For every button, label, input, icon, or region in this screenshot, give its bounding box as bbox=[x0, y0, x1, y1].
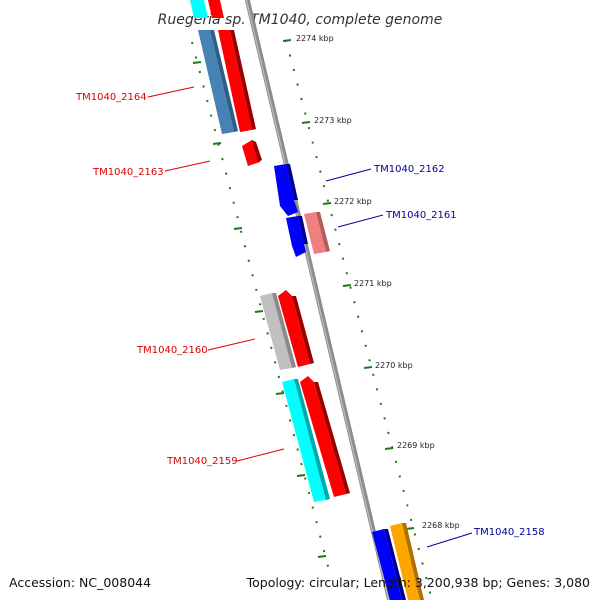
accession-text: Accession: NC_008044 bbox=[9, 575, 151, 590]
gene-label-2159[interactable]: TM1040_2159 bbox=[166, 456, 238, 467]
forward-gene-2159-shadow bbox=[314, 382, 350, 494]
gene-block-2164[interactable] bbox=[190, 0, 256, 134]
tick-label: 2271 kbp bbox=[354, 279, 392, 288]
major-tick bbox=[301, 121, 311, 124]
scale-track bbox=[191, 39, 433, 600]
leader-2160 bbox=[207, 338, 256, 351]
reverse-gene-2162[interactable] bbox=[274, 164, 298, 216]
reverse-gene-2158[interactable] bbox=[372, 529, 402, 600]
major-tick-inner bbox=[212, 142, 222, 145]
cog-feature-cyan bbox=[282, 379, 326, 502]
major-tick bbox=[384, 447, 394, 450]
tick-label: 2273 kbp bbox=[314, 116, 352, 125]
forward-gene-shadow bbox=[230, 30, 256, 130]
outer-tick-track bbox=[285, 39, 433, 600]
cog-feature-orange bbox=[390, 523, 420, 600]
gene-label-2164[interactable]: TM1040_2164 bbox=[75, 92, 147, 103]
forward-gene-red-top bbox=[208, 0, 224, 18]
reverse-gene-2158-shadow bbox=[384, 529, 406, 600]
major-tick bbox=[363, 366, 373, 369]
forward-gene-2160[interactable] bbox=[278, 290, 310, 367]
leader-2164 bbox=[147, 86, 195, 98]
tick-label: 2270 kbp bbox=[375, 361, 413, 370]
cog-feature-salmon-shadow bbox=[316, 212, 330, 252]
tick-labels: 2274 kbp 2273 kbp 2272 kbp 2271 kbp 2270… bbox=[296, 34, 460, 530]
gene-label-2158[interactable]: TM1040_2158 bbox=[473, 527, 545, 538]
tick-label: 2268 kbp bbox=[422, 521, 460, 530]
cog-feature-shadow bbox=[210, 30, 238, 132]
cog-feature-orange-shadow bbox=[402, 523, 424, 600]
major-ticks bbox=[192, 39, 415, 558]
gene-label-2163[interactable]: TM1040_2163 bbox=[92, 167, 164, 178]
major-tick-inner bbox=[192, 61, 202, 64]
gene-features bbox=[190, 0, 424, 600]
gene-label-2161[interactable]: TM1040_2161 bbox=[385, 210, 457, 221]
major-tick bbox=[322, 202, 332, 205]
inner-tick-track bbox=[191, 41, 331, 575]
gene-labels: TM1040_2164 TM1040_2163 TM1040_2162 TM10… bbox=[75, 92, 545, 538]
tick-label: 2269 kbp bbox=[397, 441, 435, 450]
major-tick-inner bbox=[254, 310, 264, 313]
forward-gene-2159[interactable] bbox=[300, 376, 346, 497]
major-tick-inner bbox=[317, 555, 327, 558]
cog-feature-salmon bbox=[304, 212, 326, 254]
forward-gene-red bbox=[218, 30, 252, 132]
leader-2162 bbox=[325, 168, 372, 182]
major-tick-inner bbox=[275, 392, 285, 395]
forward-gene-2160-shadow bbox=[292, 296, 314, 364]
leader-2158 bbox=[426, 532, 473, 548]
map-title: Ruegeria sp. TM1040, complete genome bbox=[158, 12, 443, 28]
leader-2163 bbox=[164, 160, 211, 172]
cog-feature-steelblue bbox=[198, 30, 234, 134]
reverse-gene-2162-shadow bbox=[286, 164, 298, 200]
cog-feature-silver-shadow bbox=[272, 293, 296, 368]
reverse-gene-2161-shadow bbox=[298, 216, 308, 244]
cog-feature-silver bbox=[260, 293, 292, 370]
major-tick bbox=[342, 284, 352, 287]
leader-2159 bbox=[236, 448, 285, 462]
major-tick bbox=[282, 39, 292, 42]
topology-text: Topology: circular; Length: 3,200,938 bp… bbox=[246, 575, 590, 590]
forward-gene-2163-shadow bbox=[252, 140, 262, 162]
genome-backbone bbox=[244, 0, 393, 600]
cog-feature-cyan-top bbox=[190, 0, 208, 18]
leader-2161 bbox=[337, 214, 384, 228]
gene-label-2160[interactable]: TM1040_2160 bbox=[136, 345, 208, 356]
major-tick-inner bbox=[233, 227, 243, 230]
major-tick-inner bbox=[296, 474, 306, 477]
genome-backbone-highlight bbox=[245, 0, 390, 600]
cog-feature-cyan-shadow bbox=[294, 379, 330, 500]
reverse-gene-2161[interactable] bbox=[286, 216, 306, 257]
gene-label-2162[interactable]: TM1040_2162 bbox=[373, 164, 445, 175]
tick-label: 2272 kbp bbox=[334, 197, 372, 206]
label-leaders bbox=[147, 86, 473, 548]
tick-label: 2274 kbp bbox=[296, 34, 334, 43]
